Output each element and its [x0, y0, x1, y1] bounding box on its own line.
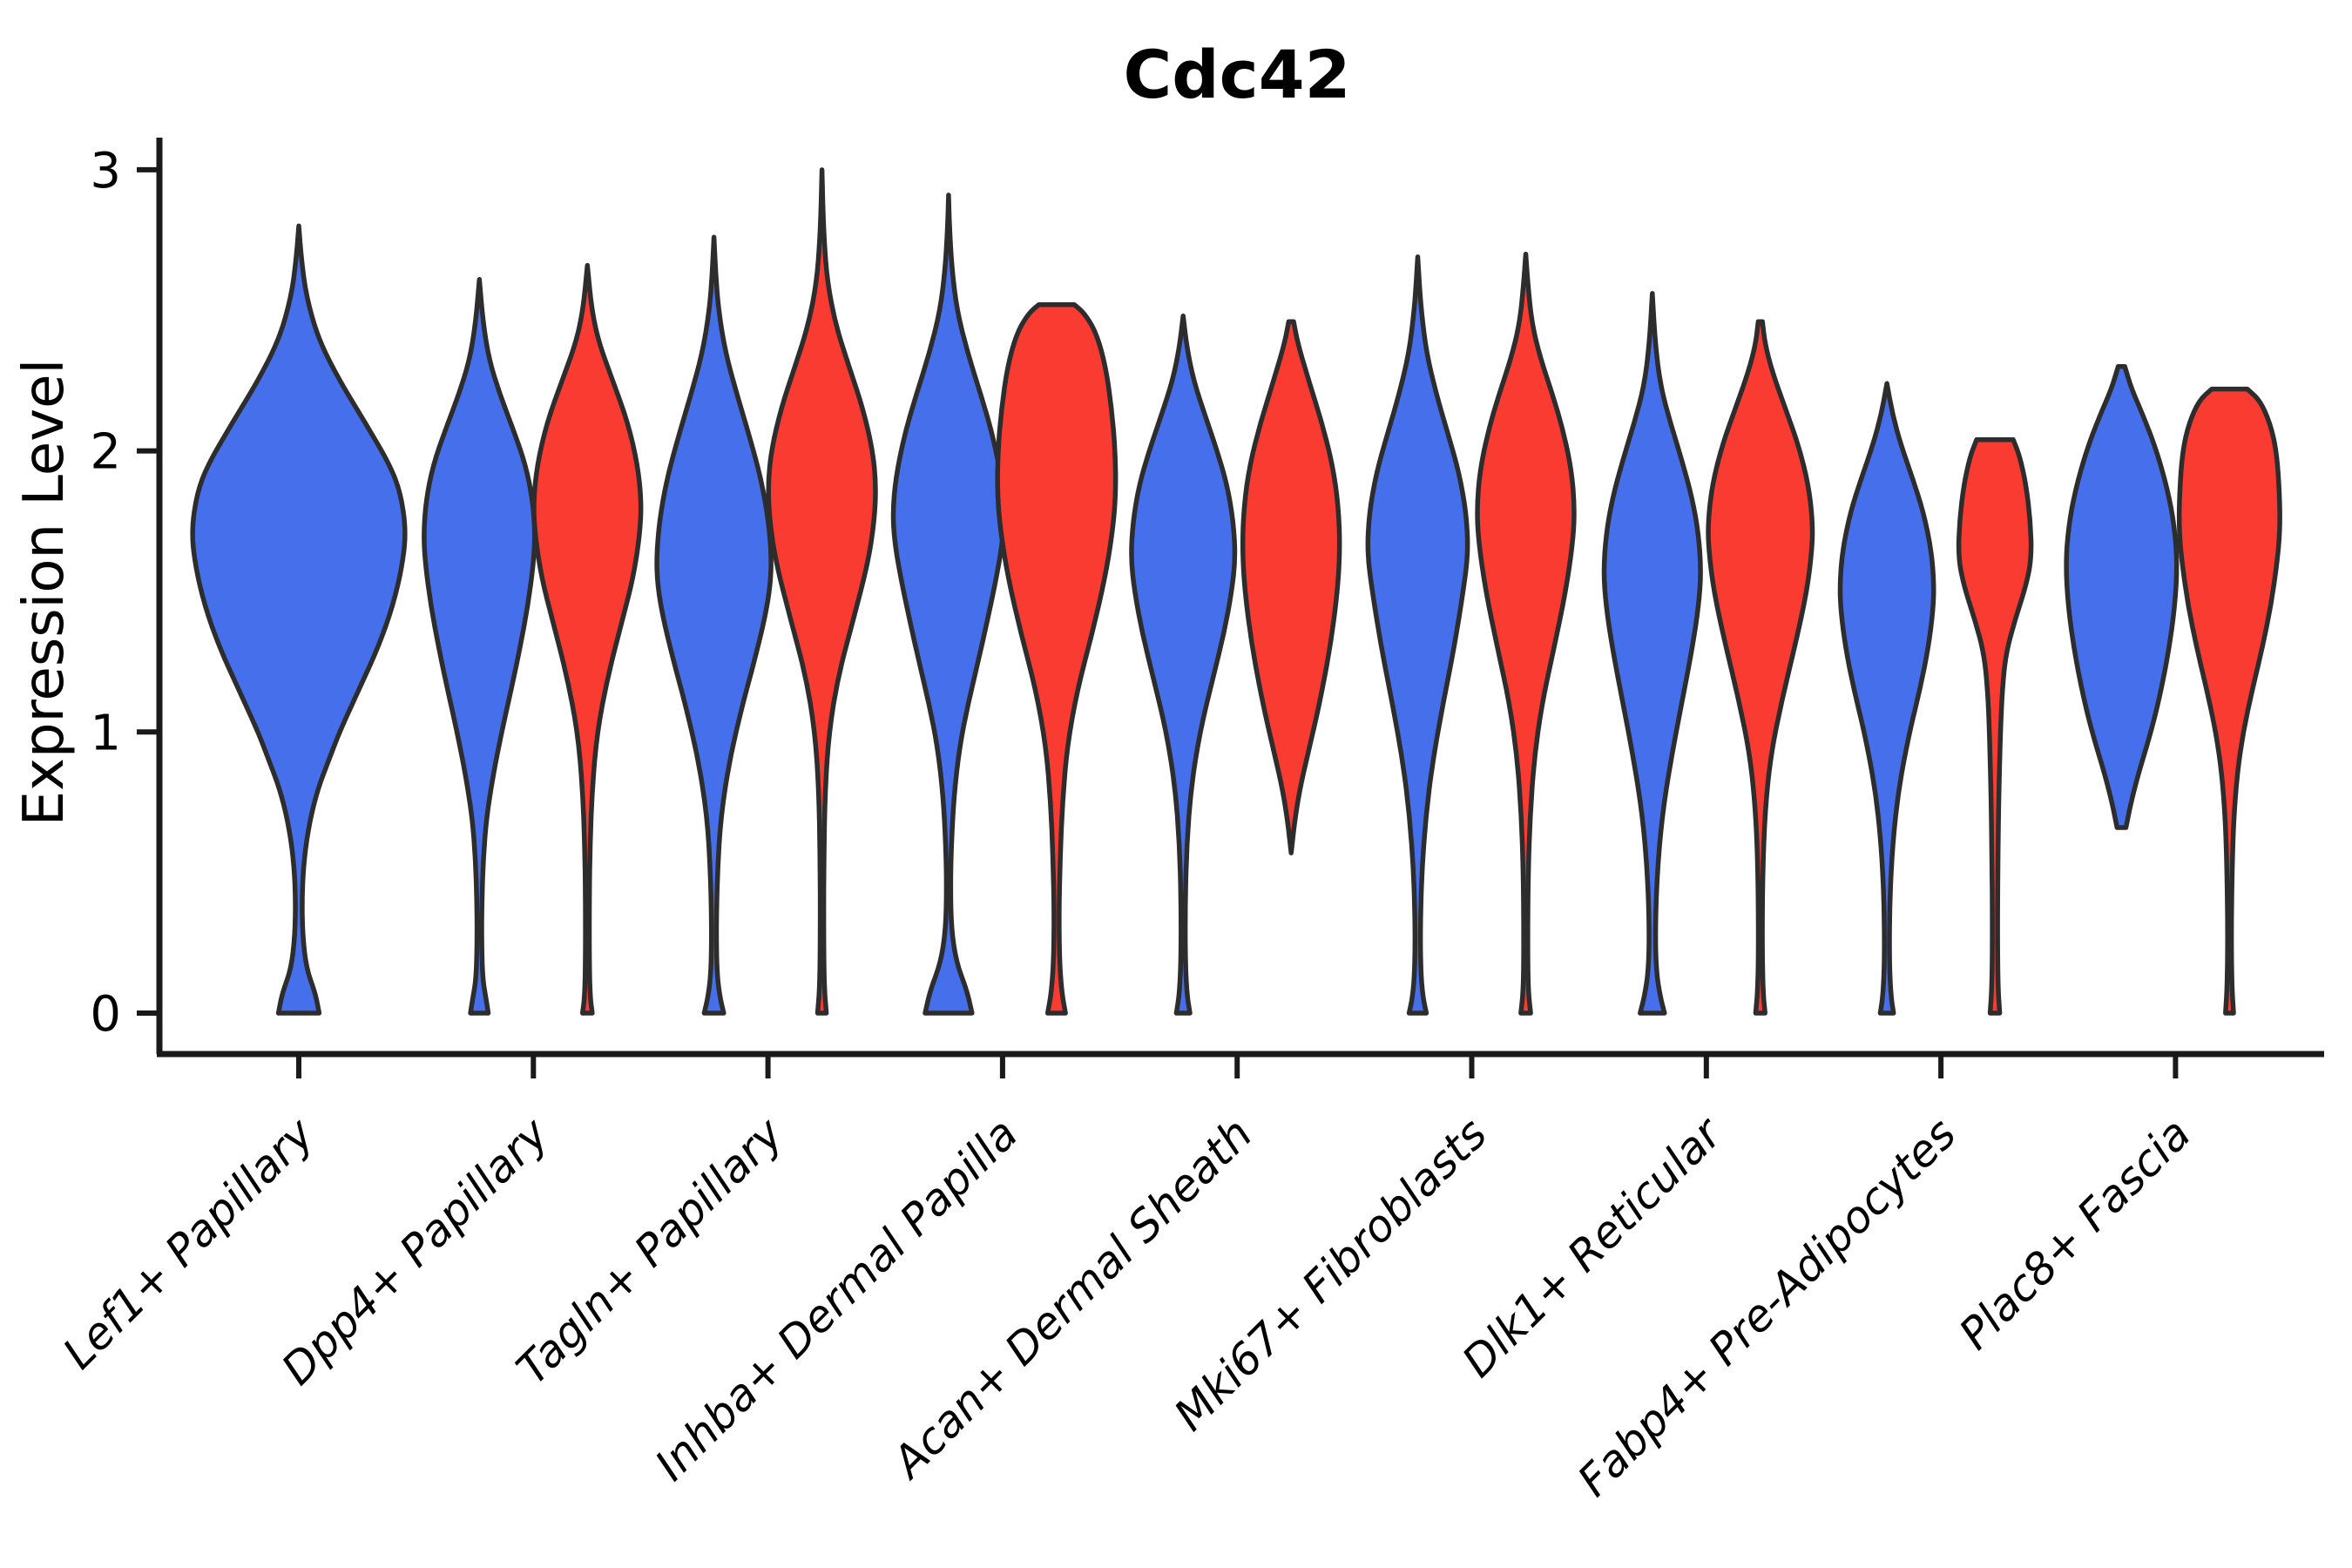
violin-tagln-papillary-blue — [654, 234, 774, 1016]
violin-dpp4-papillary-red — [531, 262, 644, 1016]
violin-dpp4-papillary-blue — [422, 277, 537, 1016]
violin-fabp4-pre-adipocytes-blue — [1837, 381, 1936, 1016]
y-tick-label-3: 3 — [90, 143, 121, 199]
x-tick-label-lef1-papillary: Lef1+ Papillary — [53, 1107, 324, 1378]
violin-dlk1-reticular-red — [1706, 319, 1815, 1016]
violin-lef1-papillary-blue — [190, 223, 408, 1016]
violin-acan-dermal-sheath-blue — [1129, 313, 1238, 1016]
violin-dlk1-reticular-blue — [1601, 291, 1703, 1016]
violin-mki67-fibroblasts-blue — [1365, 254, 1470, 1016]
x-tick-label-plac8-fascia: Plac8+ Fascia — [1950, 1108, 2200, 1359]
violin-tagln-papillary-red — [766, 167, 878, 1016]
x-tick-label-fabp4-pre-adipocytes: Fabp4+ Pre-Adipocytes — [1568, 1108, 1966, 1506]
y-axis-label: Expression Level — [12, 359, 77, 827]
x-tick-label-dlk1-reticular: Dlk1+ Reticular — [1453, 1106, 1734, 1387]
y-tick-label-2: 2 — [90, 424, 121, 481]
violin-inhba-dermal-papilla-blue — [890, 193, 1007, 1016]
violins-layer — [190, 167, 2282, 1016]
violin-acan-dermal-sheath-red — [1240, 319, 1342, 855]
y-tick-label-1: 1 — [90, 705, 121, 761]
violin-plac8-fascia-blue — [2064, 364, 2180, 830]
y-tick-label-0: 0 — [90, 986, 121, 1043]
violin-plac8-fascia-red — [2176, 386, 2282, 1016]
chart-title: Cdc42 — [1124, 36, 1351, 113]
violin-fabp4-pre-adipocytes-red — [1956, 436, 2034, 1016]
violin-mki67-fibroblasts-red — [1475, 251, 1577, 1016]
violin-inhba-dermal-papilla-red — [995, 302, 1119, 1016]
